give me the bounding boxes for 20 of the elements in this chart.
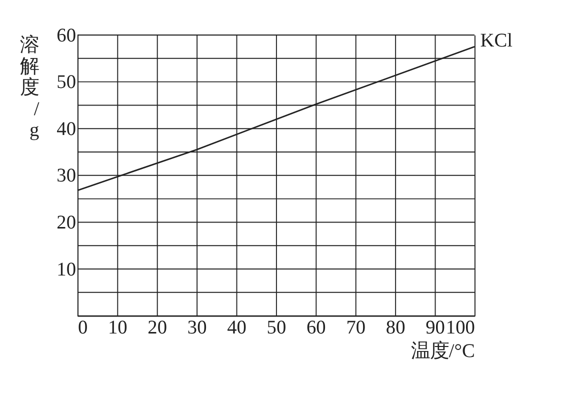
- y-tick-label: 50: [56, 72, 76, 94]
- y-tick-label: 10: [56, 259, 76, 280]
- x-tick-label: 10: [108, 318, 128, 339]
- x-axis-title: 温度/°C: [410, 340, 475, 362]
- x-tick-label: 30: [187, 318, 207, 339]
- x-tick-label: 50: [266, 318, 286, 339]
- x-tick-label: 70: [346, 318, 366, 339]
- x-tick-label: 0: [78, 318, 88, 339]
- y-tick-label: 40: [56, 118, 76, 140]
- y-tick-label: 20: [56, 212, 76, 234]
- x-tick-label: 60: [306, 318, 326, 339]
- x-tick-label: 90: [426, 318, 445, 339]
- y-tick-label: 30: [56, 166, 76, 187]
- x-tick-label: 20: [148, 318, 168, 339]
- y-axis-title: 溶解度/g: [20, 34, 40, 142]
- series-label: KCl: [480, 30, 513, 52]
- x-tick-label: 80: [386, 318, 406, 339]
- y-tick-label: 60: [56, 25, 76, 46]
- x-tick-label: 100: [446, 318, 475, 339]
- x-tick-label: 40: [227, 318, 246, 339]
